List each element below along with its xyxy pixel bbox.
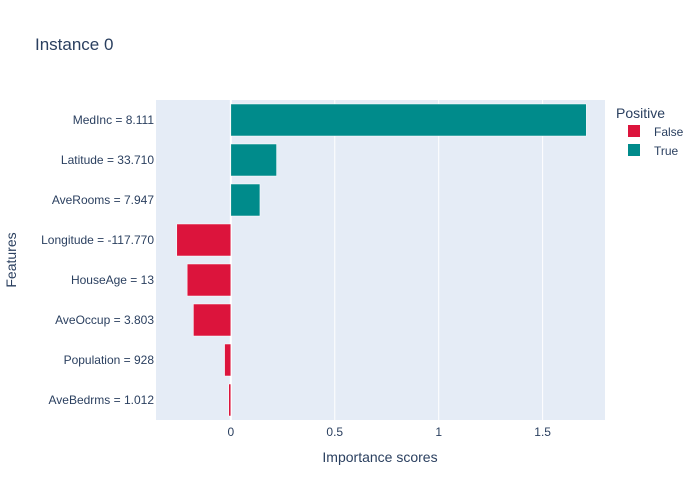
bar xyxy=(230,143,277,177)
legend-title: Positive xyxy=(616,105,665,121)
bar xyxy=(224,343,232,377)
bar xyxy=(228,383,232,417)
y-tick-label: Latitude = 33.710 xyxy=(61,153,154,167)
y-tick-label: AveRooms = 7.947 xyxy=(52,193,155,207)
bar xyxy=(230,183,261,217)
x-tick-label: 1 xyxy=(435,425,442,439)
legend-swatch xyxy=(628,144,640,156)
x-tick-labels: 0 0.5 1 1.5 xyxy=(227,425,551,439)
legend: Positive False True xyxy=(616,105,684,158)
bar xyxy=(230,103,587,137)
plot-area xyxy=(156,100,605,420)
y-tick-label: AveBedrms = 1.012 xyxy=(48,393,154,407)
y-tick-label: HouseAge = 13 xyxy=(71,273,154,287)
y-tick-labels: MedInc = 8.111 Latitude = 33.710 AveRooms … xyxy=(41,113,154,407)
bar xyxy=(193,303,232,337)
y-tick-label: Population = 928 xyxy=(64,353,155,367)
y-tick-label: Longitude = -117.770 xyxy=(41,233,154,247)
y-tick-label: AveOccup = 3.803 xyxy=(55,313,154,327)
chart-title: Instance 0 xyxy=(35,35,113,54)
bar xyxy=(186,263,232,297)
bars xyxy=(176,103,587,417)
bar xyxy=(176,223,232,257)
y-axis-title: Features xyxy=(3,232,19,287)
x-tick-label: 1.5 xyxy=(534,425,551,439)
x-tick-label: 0.5 xyxy=(326,425,343,439)
x-tick-label: 0 xyxy=(227,425,234,439)
legend-label: False xyxy=(654,125,684,139)
legend-swatch xyxy=(628,125,640,137)
y-tick-label: MedInc = 8.111 xyxy=(73,113,155,127)
x-axis-title: Importance scores xyxy=(322,449,437,465)
legend-label: True xyxy=(654,144,679,158)
